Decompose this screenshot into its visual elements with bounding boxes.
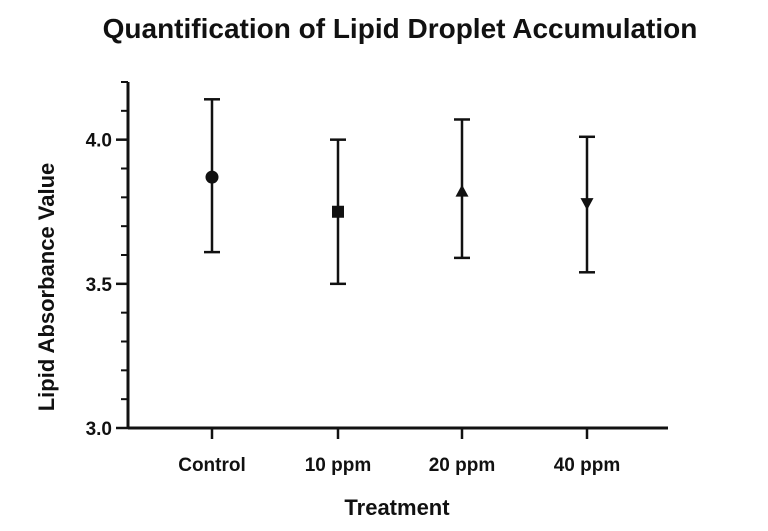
- y-tick-label: 3.5: [86, 275, 113, 296]
- y-tick-label: 4.0: [86, 131, 112, 152]
- x-axis-label: Treatment: [344, 495, 450, 520]
- data-point-triangle-up: [455, 184, 469, 197]
- x-tick-label: Control: [178, 455, 246, 476]
- data-point-circle: [205, 170, 219, 184]
- chart-title: Quantification of Lipid Droplet Accumula…: [103, 13, 698, 44]
- data-marks: [204, 98, 595, 286]
- y-tick-label: 3.0: [86, 419, 112, 440]
- x-tick-label: 10 ppm: [305, 455, 372, 476]
- axes: 3.0 3.5 4.0 Control 10 ppm 20 ppm 40 ppm: [86, 81, 668, 476]
- x-tick-label: 40 ppm: [554, 455, 621, 476]
- data-point-square: [332, 205, 344, 218]
- x-tick-label: 20 ppm: [429, 455, 496, 476]
- data-point-triangle-down: [580, 198, 594, 211]
- y-axis-label: Lipid Absorbance Value: [34, 163, 59, 412]
